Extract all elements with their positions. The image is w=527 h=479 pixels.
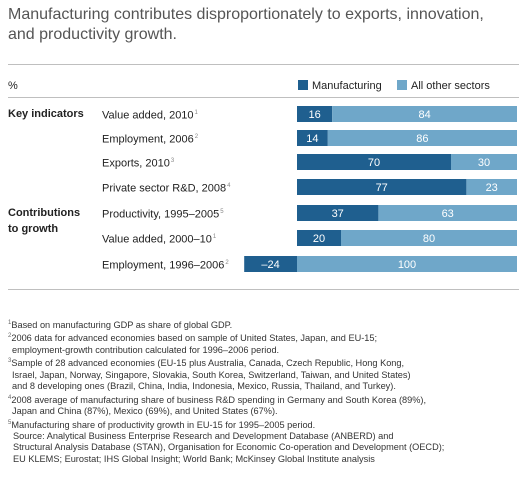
footnote-number: 3 bbox=[8, 358, 12, 365]
legend-manufacturing: Manufacturing bbox=[298, 80, 382, 92]
legend-swatch-other bbox=[397, 80, 407, 90]
bar-label-other-sectors: 84 bbox=[418, 109, 430, 121]
footnote: 5Manufacturing share of productivity gro… bbox=[8, 418, 522, 431]
row-label-footnote-ref: 2 bbox=[194, 134, 199, 140]
row-label: Employment, 1996–20062 bbox=[102, 256, 229, 273]
bar-label-manufacturing: 70 bbox=[368, 157, 380, 169]
stacked-bar-chart: 16 84 14 86 70 30 77 23 37 63 20 80 –24 100 bbox=[244, 106, 517, 272]
bar-other-sectors bbox=[332, 106, 517, 122]
bar-label-manufacturing: 14 bbox=[306, 133, 318, 145]
footnote-number: 1 bbox=[8, 320, 12, 326]
bar-other-sectors bbox=[451, 154, 517, 170]
legend-swatch-manufacturing bbox=[298, 80, 308, 90]
footnote: 1Based on manufacturing GDP as share of … bbox=[8, 318, 522, 331]
row-label: Employment, 20062 bbox=[102, 130, 198, 147]
bar-manufacturing bbox=[297, 130, 328, 146]
footnote-list: 1Based on manufacturing GDP as share of … bbox=[8, 318, 522, 431]
bar-manufacturing bbox=[297, 106, 333, 122]
footnote: 42008 average of manufacturing share of … bbox=[8, 393, 522, 406]
bar-manufacturing bbox=[244, 256, 297, 272]
footnote-text: Sample of 28 advanced economies (EU-15 p… bbox=[11, 358, 405, 369]
bar-label-other-sectors: 86 bbox=[416, 133, 428, 145]
row-label: Value added, 2000–101 bbox=[102, 230, 216, 247]
group-key-indicators: Key indicators bbox=[8, 108, 84, 120]
bar-manufacturing bbox=[297, 154, 451, 170]
footnote-number: 4 bbox=[8, 394, 12, 401]
row-label-text: Employment, 1996–2006 bbox=[102, 259, 225, 272]
bar-label-manufacturing: 20 bbox=[313, 233, 325, 245]
footnote-text: Based on manufacturing GDP as share of g… bbox=[11, 320, 233, 331]
bar-manufacturing bbox=[297, 179, 467, 195]
row-label-footnote-ref: 1 bbox=[212, 234, 217, 240]
row-label-text: Private sector R&D, 2008 bbox=[102, 182, 227, 195]
bar-label-other-sectors: 80 bbox=[423, 233, 435, 245]
row-label: Exports, 20103 bbox=[102, 154, 174, 171]
bar-label-other-sectors: 23 bbox=[486, 182, 498, 194]
legend-other: All other sectors bbox=[397, 80, 490, 92]
row-label-text: Productivity, 1995–2005 bbox=[102, 208, 220, 221]
footnote-text: 2006 data for advanced economies based o… bbox=[11, 333, 378, 344]
row-label-footnote-ref: 4 bbox=[227, 183, 231, 189]
footnote-text: Manufacturing share of productivity grow… bbox=[11, 419, 316, 430]
source-line: Source: Analytical Business Enterprise R… bbox=[13, 430, 394, 441]
bar-other-sectors bbox=[327, 130, 517, 146]
group-contributions-line2: to growth bbox=[8, 223, 59, 235]
bar-label-manufacturing: 77 bbox=[376, 182, 388, 194]
group-contributions: Contributions to growth bbox=[8, 205, 80, 237]
footnote: Japan and China (87%), Mexico (69%), and… bbox=[8, 406, 522, 417]
bar-label-other-sectors: 63 bbox=[442, 208, 454, 220]
footnote: Israel, Japan, Norway, Singapore, Slovak… bbox=[8, 370, 522, 381]
bar-label-other-sectors: 100 bbox=[398, 259, 416, 271]
header-divider bbox=[8, 97, 519, 98]
source-line: Structural Analysis Database (STAN), Org… bbox=[13, 442, 445, 453]
row-label: Productivity, 1995–20055 bbox=[102, 205, 224, 222]
row-label-text: Value added, 2010 bbox=[102, 109, 194, 122]
bar-other-sectors bbox=[341, 230, 517, 246]
footnote-text: employment-growth contribution calculate… bbox=[12, 344, 280, 355]
footnote: 3Sample of 28 advanced economies (EU-15 … bbox=[8, 356, 522, 369]
footnote: 22006 data for advanced economies based … bbox=[8, 331, 522, 344]
bar-other-sectors bbox=[378, 205, 517, 221]
row-label-text: Value added, 2000–10 bbox=[102, 233, 212, 246]
bar-label-manufacturing: 16 bbox=[308, 109, 320, 121]
bar-other-sectors bbox=[466, 179, 517, 195]
chart-title: Manufacturing contributes disproportiona… bbox=[8, 6, 484, 43]
row-label-footnote-ref: 1 bbox=[194, 110, 198, 116]
bar-manufacturing bbox=[297, 230, 341, 246]
legend-label-other: All other sectors bbox=[411, 80, 490, 92]
footnote-text: Israel, Japan, Norway, Singapore, Slovak… bbox=[12, 369, 411, 380]
title-divider bbox=[8, 64, 519, 65]
footnote-text: 2008 average of manufacturing share of b… bbox=[11, 394, 427, 405]
source: Source: Analytical Business Enterprise R… bbox=[8, 431, 522, 465]
bar-other-sectors bbox=[297, 256, 517, 272]
footnote-number: 2 bbox=[8, 333, 12, 340]
chart-bottom-divider bbox=[8, 289, 519, 290]
footnotes: 1Based on manufacturing GDP as share of … bbox=[8, 318, 522, 465]
footnote-text: and 8 developing ones (Brazil, China, In… bbox=[12, 381, 396, 392]
row-label-text: Employment, 2006 bbox=[102, 133, 194, 146]
row-label-text: Exports, 2010 bbox=[102, 157, 170, 170]
row-label-footnote-ref: 5 bbox=[220, 209, 224, 215]
row-label: Value added, 20101 bbox=[102, 106, 198, 123]
footnote: employment-growth contribution calculate… bbox=[8, 345, 522, 356]
group-contributions-line1: Contributions bbox=[8, 207, 81, 219]
row-label-footnote-ref: 3 bbox=[170, 158, 175, 164]
bar-label-manufacturing: 37 bbox=[332, 208, 344, 220]
legend-label-manufacturing: Manufacturing bbox=[312, 80, 382, 92]
footnote-text: Japan and China (87%), Mexico (69%), and… bbox=[12, 406, 278, 417]
footnote-number: 5 bbox=[8, 419, 12, 426]
bar-label-manufacturing: –24 bbox=[261, 259, 279, 271]
source-line: EU KLEMS; Eurostat; IHS Global Insight; … bbox=[13, 453, 375, 464]
row-label: Private sector R&D, 20084 bbox=[102, 179, 230, 196]
footnote: and 8 developing ones (Brazil, China, In… bbox=[8, 381, 522, 392]
unit-label: % bbox=[8, 80, 18, 92]
bar-manufacturing bbox=[297, 205, 379, 221]
row-label-footnote-ref: 2 bbox=[225, 260, 229, 266]
bar-label-other-sectors: 30 bbox=[478, 157, 490, 169]
